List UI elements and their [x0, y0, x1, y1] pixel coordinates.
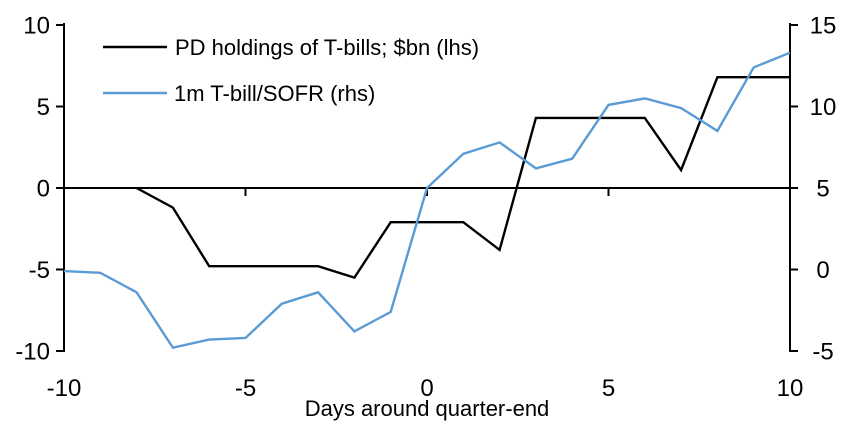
x-axis-tick-label: 5: [602, 375, 615, 402]
y-axis-right-tick-label: 0: [816, 257, 829, 284]
x-axis-tick-label: -5: [235, 375, 256, 402]
x-axis-tick-label: 10: [777, 375, 804, 402]
y-axis-right-tick-label: 5: [816, 175, 829, 202]
y-axis-left-tick-label: 10: [23, 12, 50, 39]
axes: 10 5 0 -5 -10 15 10 5 0 -5 -10 -5 0 5 10: [15, 12, 836, 402]
legend-label-pd-holdings: PD holdings of T-bills; $bn (lhs): [175, 35, 479, 60]
legend-label-tbill-sofr: 1m T-bill/SOFR (rhs): [174, 81, 375, 106]
y-axis-left-tick-label: 5: [37, 94, 50, 121]
y-axis-right-tick-label: 15: [810, 12, 837, 39]
x-axis-tick-label: -10: [47, 375, 82, 402]
x-axis-tick-label: 0: [420, 375, 433, 402]
legend-item-pd-holdings: PD holdings of T-bills; $bn (lhs): [103, 35, 479, 60]
y-axis-left-tick-label: -10: [15, 338, 50, 365]
series-line-1: [63, 51, 791, 350]
y-axis-right-tick-label: -5: [812, 338, 833, 365]
series-lines: [63, 51, 791, 350]
legend: PD holdings of T-bills; $bn (lhs) 1m T-b…: [103, 35, 479, 106]
series-line-0: [136, 75, 790, 280]
y-axis-right-tick-label: 10: [810, 94, 837, 121]
legend-item-tbill-sofr: 1m T-bill/SOFR (rhs): [103, 81, 375, 106]
x-axis-title: Days around quarter-end: [305, 396, 550, 421]
y-axis-left-tick-label: 0: [37, 175, 50, 202]
y-axis-left-tick-label: -5: [29, 257, 50, 284]
